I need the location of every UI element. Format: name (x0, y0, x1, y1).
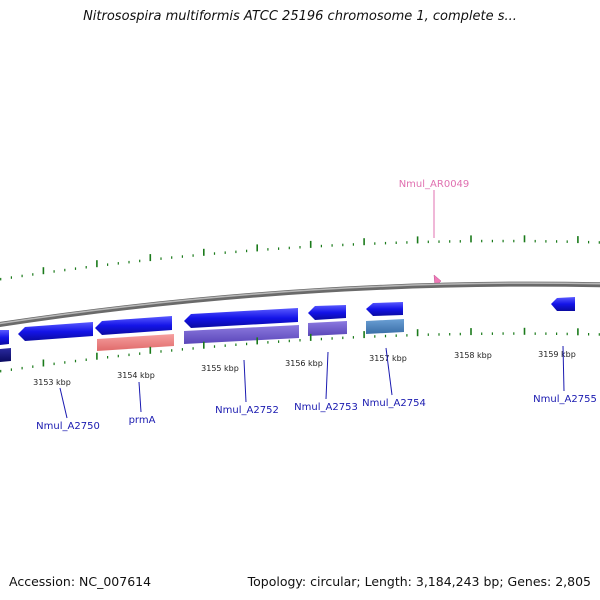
scale-label-3153: 3153 kbp (33, 378, 71, 387)
label-ar0049[interactable]: Nmul_AR0049 (399, 179, 470, 190)
leader-a2754 (385, 347, 393, 396)
scale-label-3158: 3158 kbp (454, 351, 492, 360)
scale-label-3154: 3154 kbp (117, 371, 155, 380)
scale-label-3159: 3159 kbp (538, 350, 576, 359)
map-title: Nitrosospira multiformis ATCC 25196 chro… (83, 9, 517, 24)
backbone (0, 281, 600, 328)
label-a2754[interactable]: Nmul_A2754 (362, 398, 426, 409)
cds-feature-a2754[interactable] (366, 319, 404, 334)
leader-prmA (138, 381, 142, 413)
gene-feature-a2755[interactable] (551, 297, 575, 311)
scale-label-3155: 3155 kbp (201, 364, 239, 373)
scale-label-3156: 3156 kbp (285, 359, 323, 368)
scale-label-3157: 3157 kbp (369, 354, 407, 363)
gene-feature-left-navy[interactable] (0, 348, 11, 362)
label-a2753[interactable]: Nmul_A2753 (294, 402, 358, 413)
cds-feature-a2752[interactable] (184, 325, 299, 344)
leader-a2755 (562, 345, 565, 392)
label-a2755[interactable]: Nmul_A2755 (533, 394, 597, 405)
cds-feature-a2753[interactable] (308, 321, 347, 336)
rna-feature-prmA[interactable] (97, 334, 174, 351)
leader-a2753 (325, 351, 329, 400)
label-a2750[interactable]: Nmul_A2750 (36, 421, 100, 432)
outer-tick-ruler (0, 235, 600, 281)
gene-feature-a2754[interactable] (366, 302, 403, 316)
inner-tick-ruler (0, 327, 600, 373)
gene-feature-a2753[interactable] (308, 305, 346, 320)
leader-a2750 (59, 387, 68, 419)
gene-feature-a2750[interactable] (18, 322, 93, 341)
label-leaders (59, 345, 565, 419)
gene-feature-a2752[interactable] (184, 308, 298, 328)
accession-text: Accession: NC_007614 (9, 574, 152, 589)
topology-summary-text: Topology: circular; Length: 3,184,243 bp… (247, 574, 591, 589)
label-a2752[interactable]: Nmul_A2752 (215, 405, 279, 416)
gene-feature-left-edge[interactable] (0, 330, 9, 345)
leader-a2752 (243, 359, 247, 403)
label-prmA[interactable]: prmA (129, 415, 156, 426)
gene-feature-prmA[interactable] (95, 316, 172, 335)
